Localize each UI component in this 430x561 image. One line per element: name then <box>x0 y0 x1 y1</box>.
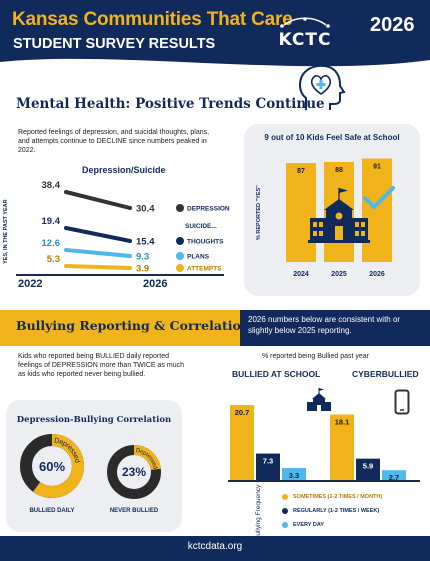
dep-line-thoughts <box>64 226 132 243</box>
safe-bar-2024 <box>286 163 316 262</box>
dep-chart-y-label: YES, IN THE PAST YEAR <box>3 199 9 264</box>
dep-line-depression <box>64 190 132 210</box>
kctc-logo: KCTC <box>268 15 338 50</box>
legend-item: EVERY DAY <box>282 518 382 532</box>
school-building-icon <box>308 188 370 243</box>
dep-start-value-depression: 38.4 <box>42 180 61 191</box>
ring-daily-fill <box>20 434 84 498</box>
safe-bar-2026 <box>362 158 392 262</box>
header-banner <box>0 0 430 68</box>
header-year: 2026 <box>370 14 415 36</box>
bullying-banner-note: 2026 numbers below are consistent with o… <box>248 315 401 335</box>
footer-url[interactable]: kctcdata.org <box>187 541 243 552</box>
bullying-banner-title: Bullying Reporting & Correlation: <box>16 318 255 333</box>
cyberbullied-title: CYBERBULLIED <box>352 369 419 379</box>
legend-item: SOMETIMES (1-2 TIMES / MONTH) <box>282 490 382 504</box>
dep-legend-dot-plans <box>176 252 184 260</box>
header-subtitle: STUDENT SURVEY RESULTS <box>13 36 216 52</box>
legend-item: REGULARLY (1-2 TIMES / WEEK) <box>282 504 382 518</box>
legend-label: EVERY DAY <box>293 522 324 528</box>
dep-chart-suicide-header: SUICIDE... <box>185 223 217 230</box>
dep-end-value-depression: 30.4 <box>136 204 155 215</box>
legend-label: SOMETIMES (1-2 TIMES / MONTH) <box>293 494 383 500</box>
checkmark-icon <box>363 186 395 209</box>
legend-dot <box>282 508 288 514</box>
safe-year-2026: 2026 <box>369 271 385 278</box>
bullied-chart-title: % reported being Bullied past year <box>262 353 370 360</box>
dep-end-value-attempts: 3.9 <box>136 264 149 275</box>
bullied-chart-axis <box>228 480 420 482</box>
bullying-frequency-label: Bullying Frequency <box>255 484 262 540</box>
bullied-bar-0-2 <box>282 468 306 480</box>
bullied-daily-value: 60% <box>38 459 66 474</box>
dep-legend-label-attempts: ATTEMPTS <box>187 266 222 273</box>
bullied-value-1-2: 2.7 <box>389 473 399 480</box>
dep-chart-title: Depression/Suicide <box>82 165 166 175</box>
bullied-value-0-2: 3.3 <box>289 471 299 480</box>
dep-chart-start-year: 2022 <box>18 278 43 290</box>
correlation-title: Depression-Bullying Correlation <box>16 415 172 425</box>
bullied-bar-1-0 <box>330 414 354 480</box>
dep-legend-dot-depression <box>176 204 184 212</box>
phone-icon <box>394 389 410 415</box>
bullied-legend: SOMETIMES (1-2 TIMES / MONTH) REGULARLY (… <box>282 490 382 532</box>
bullied-bar-1-2 <box>382 470 406 480</box>
bullied-bar-0-0 <box>230 405 254 480</box>
dep-legend-label-thoughts: THOUGHTS <box>187 239 224 246</box>
bullied-value-0-1: 7.3 <box>263 457 273 466</box>
dep-line-plans <box>64 248 132 258</box>
safe-year-2025: 2025 <box>331 271 347 278</box>
bullying-description: Kids who reported being BULLIED daily re… <box>18 353 184 378</box>
dep-suicide-chart: 38.4 30.4 DEPRESSION 19.4 15.4 THOUGHTS 12.6 9.… <box>42 180 230 275</box>
bullied-school-title: BULLIED AT SCHOOL <box>232 369 321 379</box>
never-bullied-value: 23% <box>121 465 147 479</box>
dep-start-value-attempts: 5.3 <box>47 254 60 265</box>
bullied-bar-0-1 <box>256 453 280 480</box>
dep-legend-dot-thoughts <box>176 237 184 245</box>
safe-value-2024: 87 <box>297 168 305 175</box>
safe-school-title: 9 out of 10 Kids Feel Safe at School <box>264 133 400 142</box>
header-wave <box>0 58 430 68</box>
legend-label: REGULARLY (1-2 TIMES / WEEK) <box>293 508 380 514</box>
safe-school-y-label: % REPORTED "YES" <box>256 185 262 240</box>
bullied-value-1-0: 18.1 <box>335 417 350 426</box>
dep-start-value-thoughts: 19.4 <box>42 216 61 227</box>
bullied-bar-1-1 <box>356 458 380 480</box>
safe-value-2025: 88 <box>335 167 343 174</box>
ring-never-fill <box>107 445 161 499</box>
dep-legend-label-plans: PLANS <box>187 254 210 261</box>
never-bullied-label: NEVER BULLIED <box>109 508 159 514</box>
safe-year-2024: 2024 <box>293 271 309 278</box>
safe-value-2026: 91 <box>373 164 381 171</box>
dep-end-value-plans: 9.3 <box>136 252 149 263</box>
bullied-value-1-1: 5.9 <box>363 462 373 471</box>
kctc-logo-mark: KCTC <box>279 17 332 50</box>
legend-dot <box>282 494 288 500</box>
dep-legend-label-depression: DEPRESSION <box>187 206 230 213</box>
header-title: Kansas Communities That Care <box>12 9 293 30</box>
bullied-daily-ring: Depressed <box>20 434 84 498</box>
dep-line-attempts <box>64 264 132 270</box>
footer-bar <box>0 536 430 561</box>
dep-chart-end-year: 2026 <box>143 278 168 290</box>
bullying-banner-note-bg <box>240 310 430 346</box>
kctc-logo-text: KCTC <box>279 30 332 49</box>
dep-chart-axis <box>16 274 224 276</box>
dep-end-value-thoughts: 15.4 <box>136 237 155 248</box>
dep-start-value-plans: 12.6 <box>42 238 61 249</box>
mental-health-title: Mental Health: Positive Trends Continue <box>16 96 325 112</box>
bullied-daily-label: BULLIED DAILY <box>29 508 75 514</box>
mental-health-description: Reported feelings of depression, and sui… <box>18 129 210 154</box>
school-icon <box>307 388 331 411</box>
bullied-value-0-0: 20.7 <box>235 408 250 417</box>
mental-health-head-icon <box>299 64 346 110</box>
bullied-bar-chart: 20.7 7.3 3.3 18.1 5.9 2.7 <box>230 405 406 480</box>
dep-legend-dot-attempts <box>176 264 184 272</box>
legend-dot <box>282 522 288 528</box>
never-bullied-ring: Depressed <box>107 445 161 499</box>
